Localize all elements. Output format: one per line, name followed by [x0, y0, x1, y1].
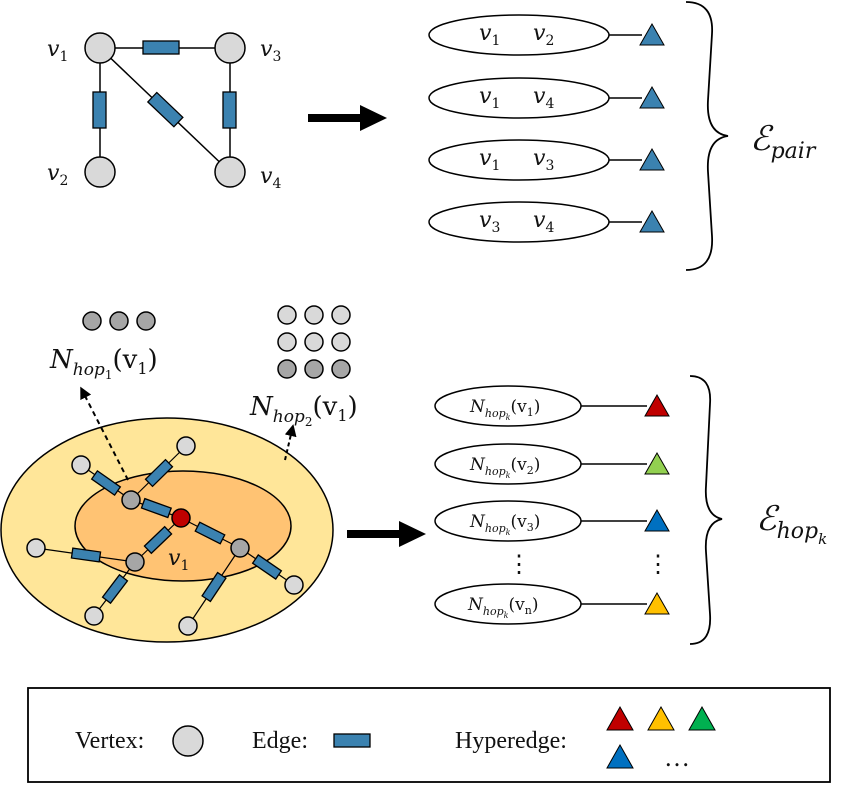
vertex: [176, 436, 196, 456]
vertex-v4: [214, 156, 246, 188]
edge-rect: [143, 525, 173, 555]
hyperedge-triangle-icon: [639, 22, 665, 46]
hop-row: Nhopk(v2): [434, 443, 670, 485]
edge-rect: [251, 554, 283, 580]
hop-row-label: Nhopk(v3): [469, 512, 540, 537]
hop-row: Nhopk(vn): [434, 583, 670, 625]
curly-brace-pair: [685, 1, 729, 271]
edge-rect: [90, 469, 122, 497]
neighborhood-region: v1: [0, 417, 334, 643]
hyperedge-triangle-icon: [647, 705, 675, 731]
vertex: [26, 538, 46, 558]
pair-right-vertex: v2: [533, 21, 554, 49]
legend-vertex-label: Vertex:: [75, 728, 144, 754]
arrow-right-icon: [308, 105, 387, 131]
hop-hyperedge-list: Nhopk(v1) Nhopk(v2) Nhopk(v3) ⋮ ⋮ Nhopk(…: [434, 385, 670, 625]
edge-rect: [140, 497, 173, 519]
vertex-v3: [214, 32, 246, 64]
hop-row-label: Nhopk(vn): [467, 595, 538, 620]
vertex-label-v4: v4: [260, 164, 281, 192]
edge-rect: [201, 571, 227, 603]
e-pair-label: ℰpair: [750, 119, 817, 164]
vertex: [121, 490, 141, 510]
vertex: [284, 575, 304, 595]
vertex-label-v3: v3: [260, 37, 281, 65]
hyperedge-triangle-icon: [639, 147, 665, 171]
pair-row: v3 v4: [428, 201, 665, 243]
edge-rect: [101, 573, 129, 605]
pair-left-vertex: v1: [479, 21, 500, 49]
pair-right-vertex: v4: [533, 208, 554, 236]
edge-rect: [70, 547, 102, 563]
legend-hyperedge-label: Hyperedge:: [455, 728, 567, 754]
pair-right-vertex: v3: [533, 146, 554, 174]
edge-v1-v4: [146, 91, 184, 128]
vertex: [230, 538, 250, 558]
hop-row: Nhopk(v1): [434, 385, 670, 427]
hyperedge-triangle-icon: [606, 743, 634, 769]
edge-rect: [194, 521, 226, 545]
vertex: [71, 455, 91, 475]
hop1-label: Nhop1(v1): [49, 345, 158, 382]
hyperedge-triangle-icon: [644, 451, 670, 475]
legend-edge-icon: [333, 733, 371, 748]
legend-edge-label: Edge:: [252, 728, 308, 754]
hyperedge-triangle-icon: [644, 591, 670, 615]
pair-left-vertex: v1: [479, 84, 500, 112]
simple-graph: v1 v3 v2 v4: [47, 32, 281, 192]
vertex: [178, 616, 198, 636]
hyperedge-triangle-icon: [639, 209, 665, 233]
vertex-label-v1: v1: [47, 37, 68, 65]
hop1-pointer: [80, 386, 129, 481]
arrow-right-icon: [347, 521, 426, 547]
hyperedge-triangle-icon: [644, 393, 670, 417]
pair-row: v1 v2: [428, 14, 665, 56]
legend-vertex-icon: [172, 725, 204, 757]
legend-box: Vertex: Edge: Hyperedge: …: [27, 687, 831, 783]
hop2-neighbor-dots: [277, 305, 351, 379]
pair-left-vertex: v3: [479, 208, 500, 236]
hop-row-label: Nhopk(v1): [469, 397, 540, 422]
hop2-label: Nhop2(v1): [249, 392, 358, 429]
legend-more-ellipsis: …: [664, 743, 690, 772]
center-vertex-label: v1: [168, 546, 189, 574]
curly-brace-hop: [689, 375, 723, 645]
vertex-v1: [84, 32, 116, 64]
pair-left-vertex: v1: [479, 146, 500, 174]
center-vertex: [171, 508, 191, 528]
vertical-ellipsis: ⋮: [507, 552, 531, 578]
pair-hyperedge-list: v1 v2 v1 v4 v1 v3 v3 v4: [428, 14, 665, 243]
vertex: [125, 552, 145, 572]
hop-row-label: Nhopk(v2): [469, 455, 540, 480]
edge-rect: [144, 458, 174, 488]
vertex: [84, 606, 104, 626]
hyperedge-triangle-icon: [639, 85, 665, 109]
vertical-ellipsis: ⋮: [646, 552, 670, 578]
hop2-pointer: [284, 424, 297, 461]
edge-v1-v2: [92, 91, 107, 129]
hyperedge-triangle-icon: [644, 508, 670, 532]
edge-v3-v4: [222, 91, 237, 129]
vertex-label-v2: v2: [47, 161, 68, 189]
hop1-neighbor-dots: [82, 311, 156, 331]
hop-row: Nhopk(v3): [434, 500, 670, 542]
hyperedge-triangle-icon: [606, 705, 634, 731]
e-hop-label: ℰhopk: [756, 499, 827, 548]
hyperedge-triangle-icon: [688, 705, 716, 731]
pair-row: v1 v3: [428, 139, 665, 181]
vertex-v2: [84, 156, 116, 188]
pair-right-vertex: v4: [533, 84, 554, 112]
pair-row: v1 v4: [428, 77, 665, 119]
edge-v1-v3: [142, 40, 180, 55]
